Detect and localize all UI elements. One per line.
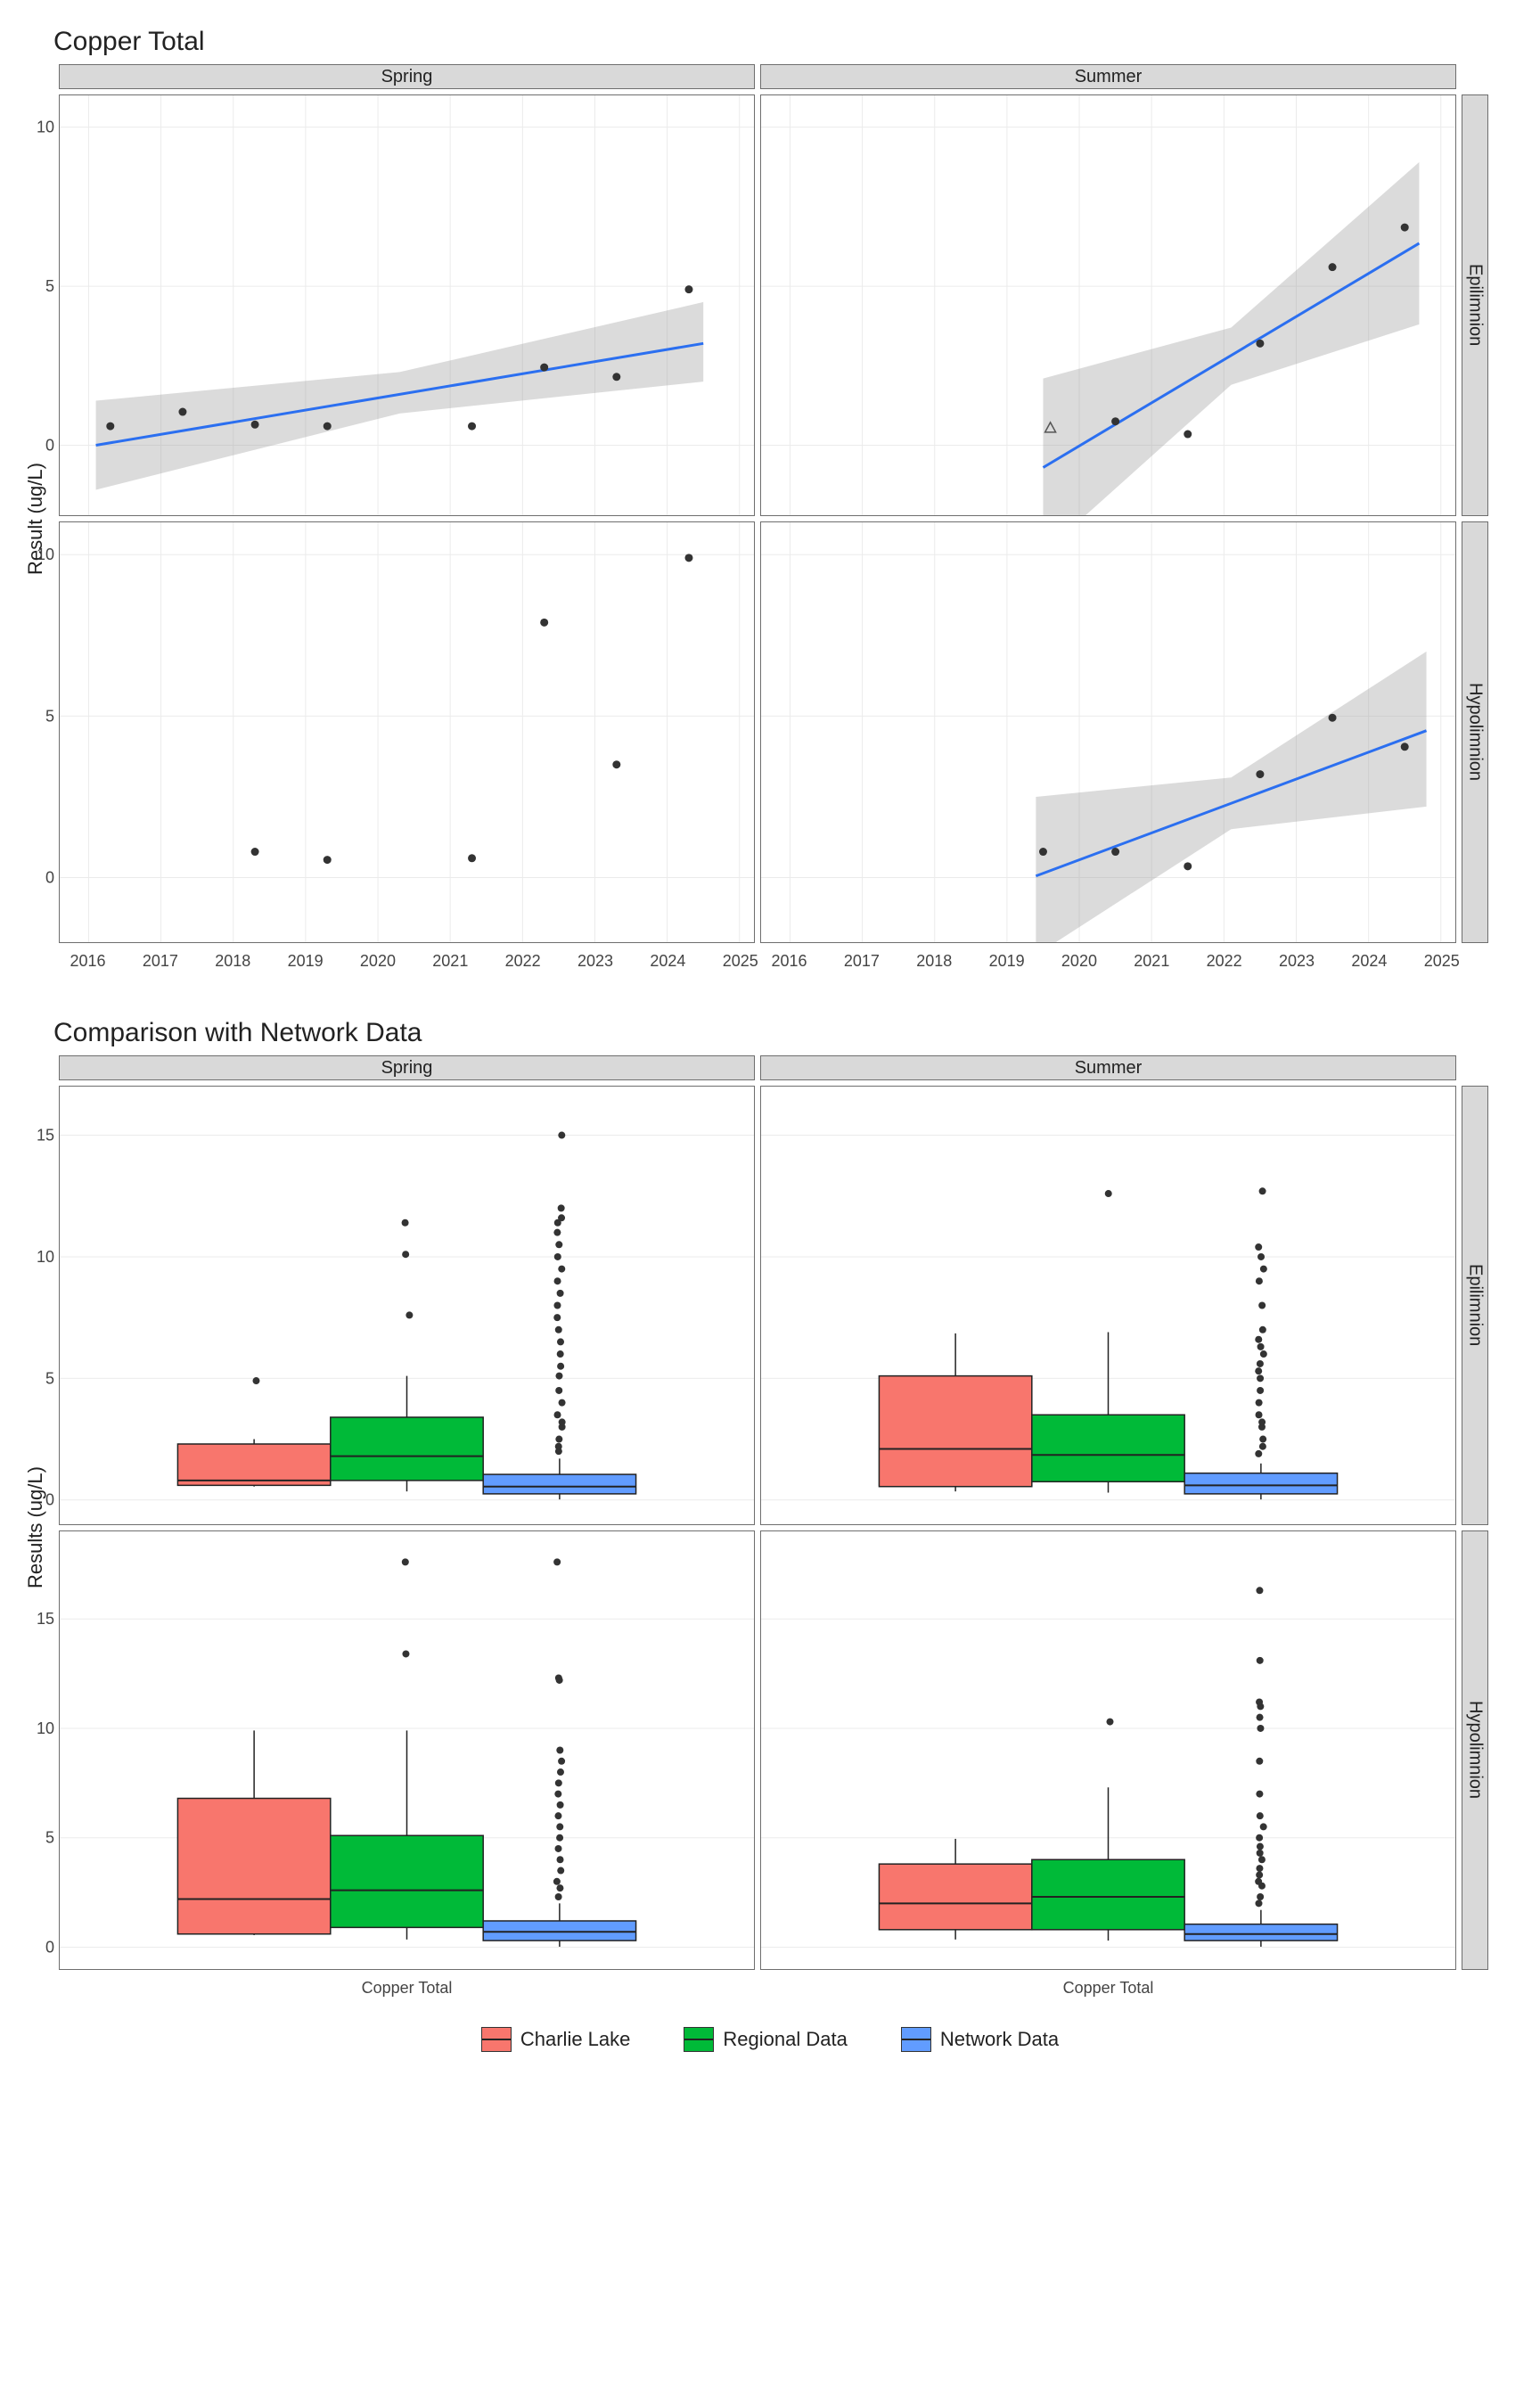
xaxis-spring: 2016 2017 2018 2019 2020 2021 2022 2023 2024 2025 xyxy=(59,948,755,973)
boxpanel-summer-epi xyxy=(760,1086,1456,1525)
svg-text:2023: 2023 xyxy=(1279,952,1315,970)
legend-label-regional: Regional Data xyxy=(723,2028,847,2051)
boxxaxis-summer: Copper Total xyxy=(760,1975,1456,2000)
svg-text:2016: 2016 xyxy=(70,952,106,970)
panel-summer-hypo xyxy=(760,521,1456,943)
svg-text:10: 10 xyxy=(37,1719,54,1737)
boxpanel-summer-hypo xyxy=(760,1530,1456,1970)
legend-swatch-regional xyxy=(684,2027,714,2052)
legend-swatch-charlie xyxy=(481,2027,512,2052)
svg-text:2021: 2021 xyxy=(1134,952,1169,970)
boxpanel-spring-epi: 051015 xyxy=(59,1086,755,1525)
svg-text:2016: 2016 xyxy=(772,952,807,970)
svg-text:5: 5 xyxy=(45,707,54,725)
svg-text:2018: 2018 xyxy=(215,952,250,970)
strip-spring: Spring xyxy=(59,64,755,89)
svg-text:10: 10 xyxy=(37,119,54,136)
strip2-hypo: Hypolimnion xyxy=(1462,1530,1488,1970)
panel-summer-epi xyxy=(760,94,1456,516)
svg-text:2020: 2020 xyxy=(1061,952,1097,970)
svg-text:2024: 2024 xyxy=(650,952,685,970)
legend-label-network: Network Data xyxy=(940,2028,1059,2051)
strip-summer: Summer xyxy=(760,64,1456,89)
boxpanel-spring-hypo: 051015 xyxy=(59,1530,755,1970)
svg-text:2019: 2019 xyxy=(288,952,324,970)
legend-regional: Regional Data xyxy=(684,2027,847,2052)
svg-text:10: 10 xyxy=(37,546,54,563)
panel-spring-hypo: 0510 xyxy=(59,521,755,943)
svg-text:0: 0 xyxy=(45,1491,54,1509)
svg-text:2025: 2025 xyxy=(1424,952,1460,970)
strip2-spring: Spring xyxy=(59,1055,755,1080)
svg-text:2024: 2024 xyxy=(1351,952,1387,970)
chart2-title: Comparison with Network Data xyxy=(53,1018,1522,1048)
chart-comparison: Comparison with Network Data Spring Summ… xyxy=(18,1018,1522,2052)
svg-text:5: 5 xyxy=(45,1829,54,1847)
legend-network: Network Data xyxy=(901,2027,1059,2052)
chart1-ylab: Result (ug/L) xyxy=(18,94,53,943)
svg-text:2020: 2020 xyxy=(360,952,396,970)
chart1-title: Copper Total xyxy=(53,27,1522,57)
legend: Charlie Lake Regional Data Network Data xyxy=(18,2027,1522,2052)
svg-text:2022: 2022 xyxy=(1207,952,1242,970)
strip2-epi: Epilimnion xyxy=(1462,1086,1488,1525)
svg-text:2023: 2023 xyxy=(578,952,613,970)
strip2-summer: Summer xyxy=(760,1055,1456,1080)
legend-label-charlie: Charlie Lake xyxy=(520,2028,631,2051)
svg-text:5: 5 xyxy=(45,1369,54,1387)
svg-text:2017: 2017 xyxy=(844,952,880,970)
svg-text:2019: 2019 xyxy=(989,952,1025,970)
chart-copper-total: Copper Total Spring Summer Result (ug/L)… xyxy=(18,27,1522,973)
svg-text:2017: 2017 xyxy=(143,952,178,970)
legend-swatch-network xyxy=(901,2027,931,2052)
boxxaxis-spring: Copper Total xyxy=(59,1975,755,2000)
svg-text:2021: 2021 xyxy=(432,952,468,970)
svg-text:15: 15 xyxy=(37,1610,54,1628)
svg-text:0: 0 xyxy=(45,1938,54,1956)
svg-text:10: 10 xyxy=(37,1248,54,1266)
svg-text:2025: 2025 xyxy=(723,952,758,970)
xaxis-summer: 2016201720182019202020212022202320242025 xyxy=(760,948,1456,973)
panel-spring-epi: 0510 xyxy=(59,94,755,516)
strip-epi: Epilimnion xyxy=(1462,94,1488,516)
svg-text:2018: 2018 xyxy=(916,952,952,970)
svg-text:2022: 2022 xyxy=(505,952,541,970)
svg-text:5: 5 xyxy=(45,277,54,295)
svg-text:15: 15 xyxy=(37,1127,54,1145)
svg-text:0: 0 xyxy=(45,869,54,887)
svg-text:0: 0 xyxy=(45,437,54,455)
strip-hypo: Hypolimnion xyxy=(1462,521,1488,943)
legend-charlie: Charlie Lake xyxy=(481,2027,631,2052)
